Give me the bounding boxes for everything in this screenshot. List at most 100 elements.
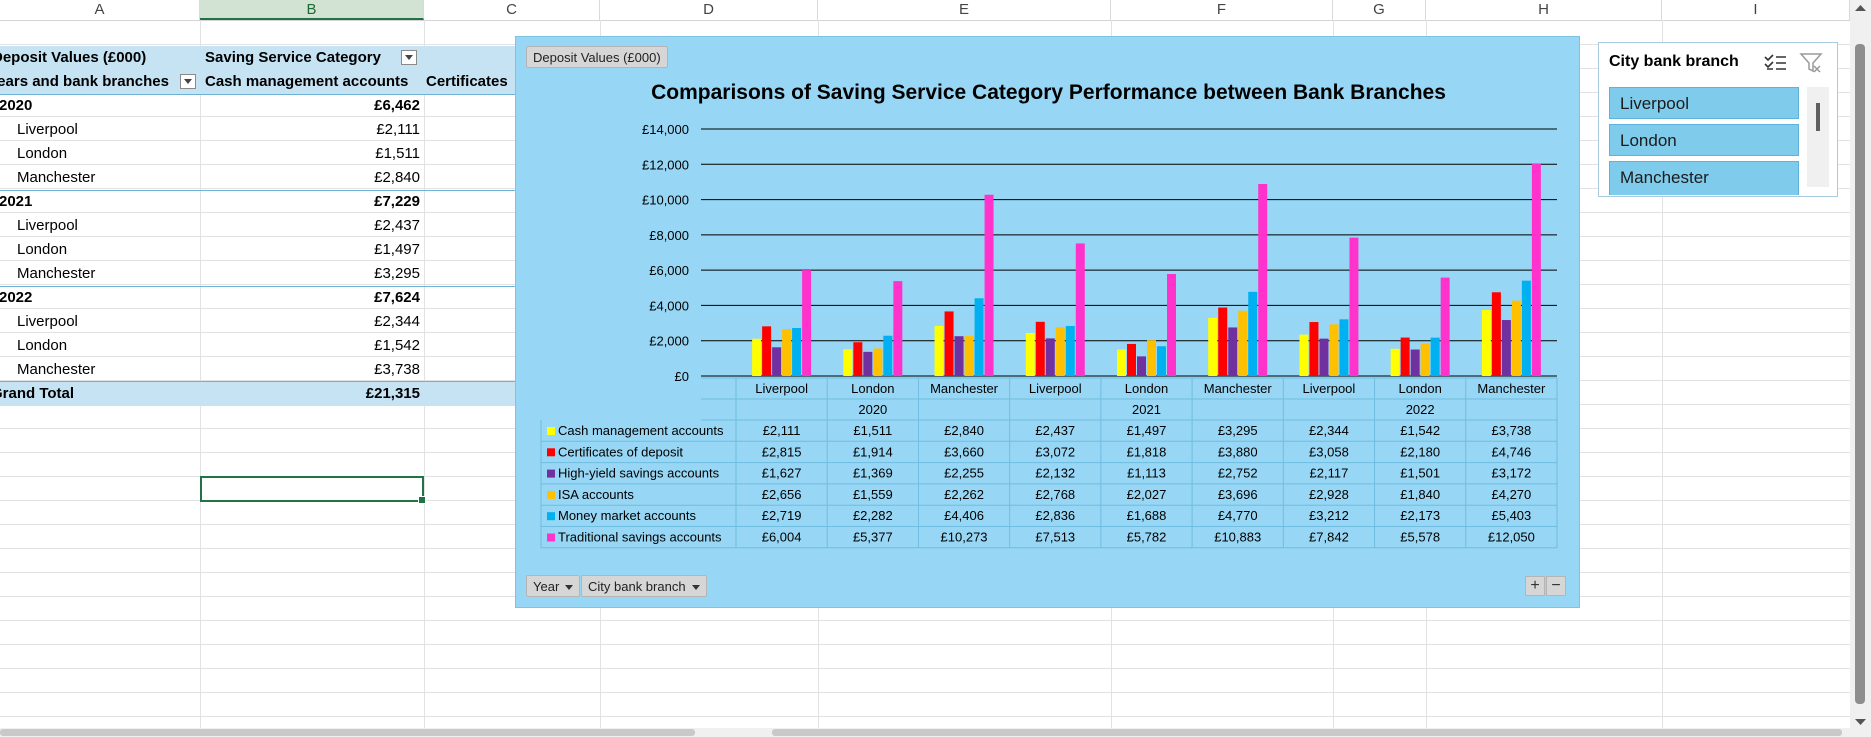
branch-filter-button[interactable]: City bank branch [581,575,707,597]
pivot-branch-label[interactable]: London [17,337,68,354]
row-filter-button[interactable] [180,74,196,89]
pivot-value-cell[interactable]: £2,344 [374,313,420,330]
slicer-title: City bank branch [1609,53,1739,70]
slicer-item-london[interactable]: London [1609,124,1799,156]
pivot-branch-label[interactable]: London [17,145,68,162]
pivot-branch-label[interactable]: Manchester [17,265,96,282]
horizontal-scroll-thumb[interactable] [0,729,695,736]
slicer-city-bank-branch[interactable]: City bank branch Liverpool London Manche… [1598,42,1838,197]
total-divider [0,381,515,382]
grid-column-line [424,20,425,730]
pivot-value-cell[interactable]: £3,738 [374,361,420,378]
category-label: Liverpool [755,381,808,396]
expand-button[interactable]: + [1525,576,1545,596]
column-header-h[interactable]: H [1426,0,1662,20]
pivot-value-cell[interactable]: £1,497 [374,241,420,258]
pivot-value-cell[interactable]: £1,511 [375,145,420,162]
pivot-branch-label[interactable]: Liverpool [17,217,78,234]
pivot-value-cell[interactable]: £6,462 [374,97,420,114]
slicer-item-manchester[interactable]: Manchester [1609,161,1799,195]
column-header-e[interactable]: E [818,0,1111,20]
data-table-value: £1,497 [1127,423,1167,438]
y-tick-label: £6,000 [649,263,689,278]
column-header-b[interactable]: B [200,0,424,20]
pivot-year-label[interactable]: 2021 [0,193,33,210]
series-name: High-yield savings accounts [558,466,720,481]
year-filter-button[interactable]: Year [526,575,581,597]
collapse-button[interactable]: − [1546,576,1566,596]
data-table-value: £5,578 [1400,530,1440,545]
selected-cell[interactable] [200,476,426,504]
bar-certificates-of-deposit [1127,343,1136,376]
data-table-value: £1,511 [853,423,892,438]
pivot-value-cell[interactable]: £3,295 [374,265,420,282]
pivot-chart[interactable]: £0 £2,000 £4,000 £6,000 £8,000 £10,000 £12,000… [515,36,1580,608]
slicer-item-liverpool[interactable]: Liverpool [1609,87,1799,119]
pivot-branch-label[interactable]: Liverpool [17,313,78,330]
pivot-branch-label[interactable]: Manchester [17,169,96,186]
year-divider [0,94,515,95]
grand-total-value: £21,315 [365,385,420,402]
category-label: Manchester [1477,381,1546,396]
data-table-value: £1,627 [762,466,802,481]
clear-filter-icon[interactable] [1799,52,1823,74]
vertical-scrollbar[interactable] [1850,0,1871,737]
grid-row-line [0,644,1850,645]
y-tick-label: £8,000 [649,228,689,243]
vertical-scroll-thumb[interactable] [1855,44,1865,704]
slicer-scroll-thumb[interactable] [1816,103,1820,131]
data-table-value: £2,180 [1400,444,1440,459]
pivot-first-column-label: Cash management accounts [205,73,409,90]
slicer-scrollbar[interactable] [1807,87,1829,187]
pivot-branch-label[interactable]: Liverpool [17,121,78,138]
series-name: Cash management accounts [558,423,724,438]
bar-high-yield-savings-accounts [1501,320,1511,376]
column-filter-button[interactable] [401,50,417,65]
bar-traditional-savings-accounts [1440,277,1450,376]
data-table-value: £2,656 [762,487,802,502]
pivot-value-cell[interactable]: £2,840 [374,169,420,186]
column-header-f[interactable]: F [1111,0,1333,20]
bar-money-market-accounts [1430,337,1440,376]
bar-high-yield-savings-accounts [772,347,782,376]
data-table-value: £7,513 [1035,530,1075,545]
bar-traditional-savings-accounts [1258,183,1268,376]
multi-select-icon[interactable] [1763,53,1787,73]
values-field-button[interactable]: Deposit Values (£000) [526,46,668,68]
category-label: London [1125,381,1168,396]
pivot-year-label[interactable]: 2022 [0,289,33,306]
data-table-value: £2,752 [1218,466,1258,481]
bar-cash-management-accounts [1208,317,1218,376]
bar-cash-management-accounts [934,325,944,376]
horizontal-scrollbar[interactable] [0,728,1850,737]
bar-cash-management-accounts [1299,334,1309,376]
y-tick-label: £0 [675,369,689,384]
pivot-value-cell[interactable]: £2,437 [374,217,420,234]
bar-traditional-savings-accounts [1167,273,1176,376]
horizontal-scroll-track[interactable] [772,729,1842,736]
pivot-branch-label[interactable]: London [17,241,68,258]
column-header-a[interactable]: A [0,0,200,20]
column-header-d[interactable]: D [600,0,818,20]
category-label: Liverpool [1303,381,1356,396]
data-table-value: £2,173 [1400,508,1440,523]
data-table-value: £4,406 [944,508,984,523]
pivot-year-label[interactable]: 2020 [0,97,33,114]
legend-key [547,533,555,542]
pivot-value-cell[interactable]: £7,624 [374,289,420,306]
pivot-value-cell[interactable]: £2,111 [376,121,420,138]
column-header-i[interactable]: I [1662,0,1850,20]
grid-row-line [0,692,1850,693]
pivot-value-cell[interactable]: £7,229 [374,193,420,210]
bar-isa-accounts [1147,340,1156,376]
bar-traditional-savings-accounts [893,281,903,376]
data-table-value: £3,295 [1218,423,1258,438]
bar-certificates-of-deposit [762,326,772,376]
scroll-down-icon[interactable] [1855,718,1866,726]
bar-certificates-of-deposit [944,311,954,376]
column-header-c[interactable]: C [424,0,600,20]
scroll-up-icon[interactable] [1855,4,1866,12]
pivot-branch-label[interactable]: Manchester [17,361,96,378]
pivot-value-cell[interactable]: £1,542 [374,337,420,354]
column-header-g[interactable]: G [1333,0,1426,20]
